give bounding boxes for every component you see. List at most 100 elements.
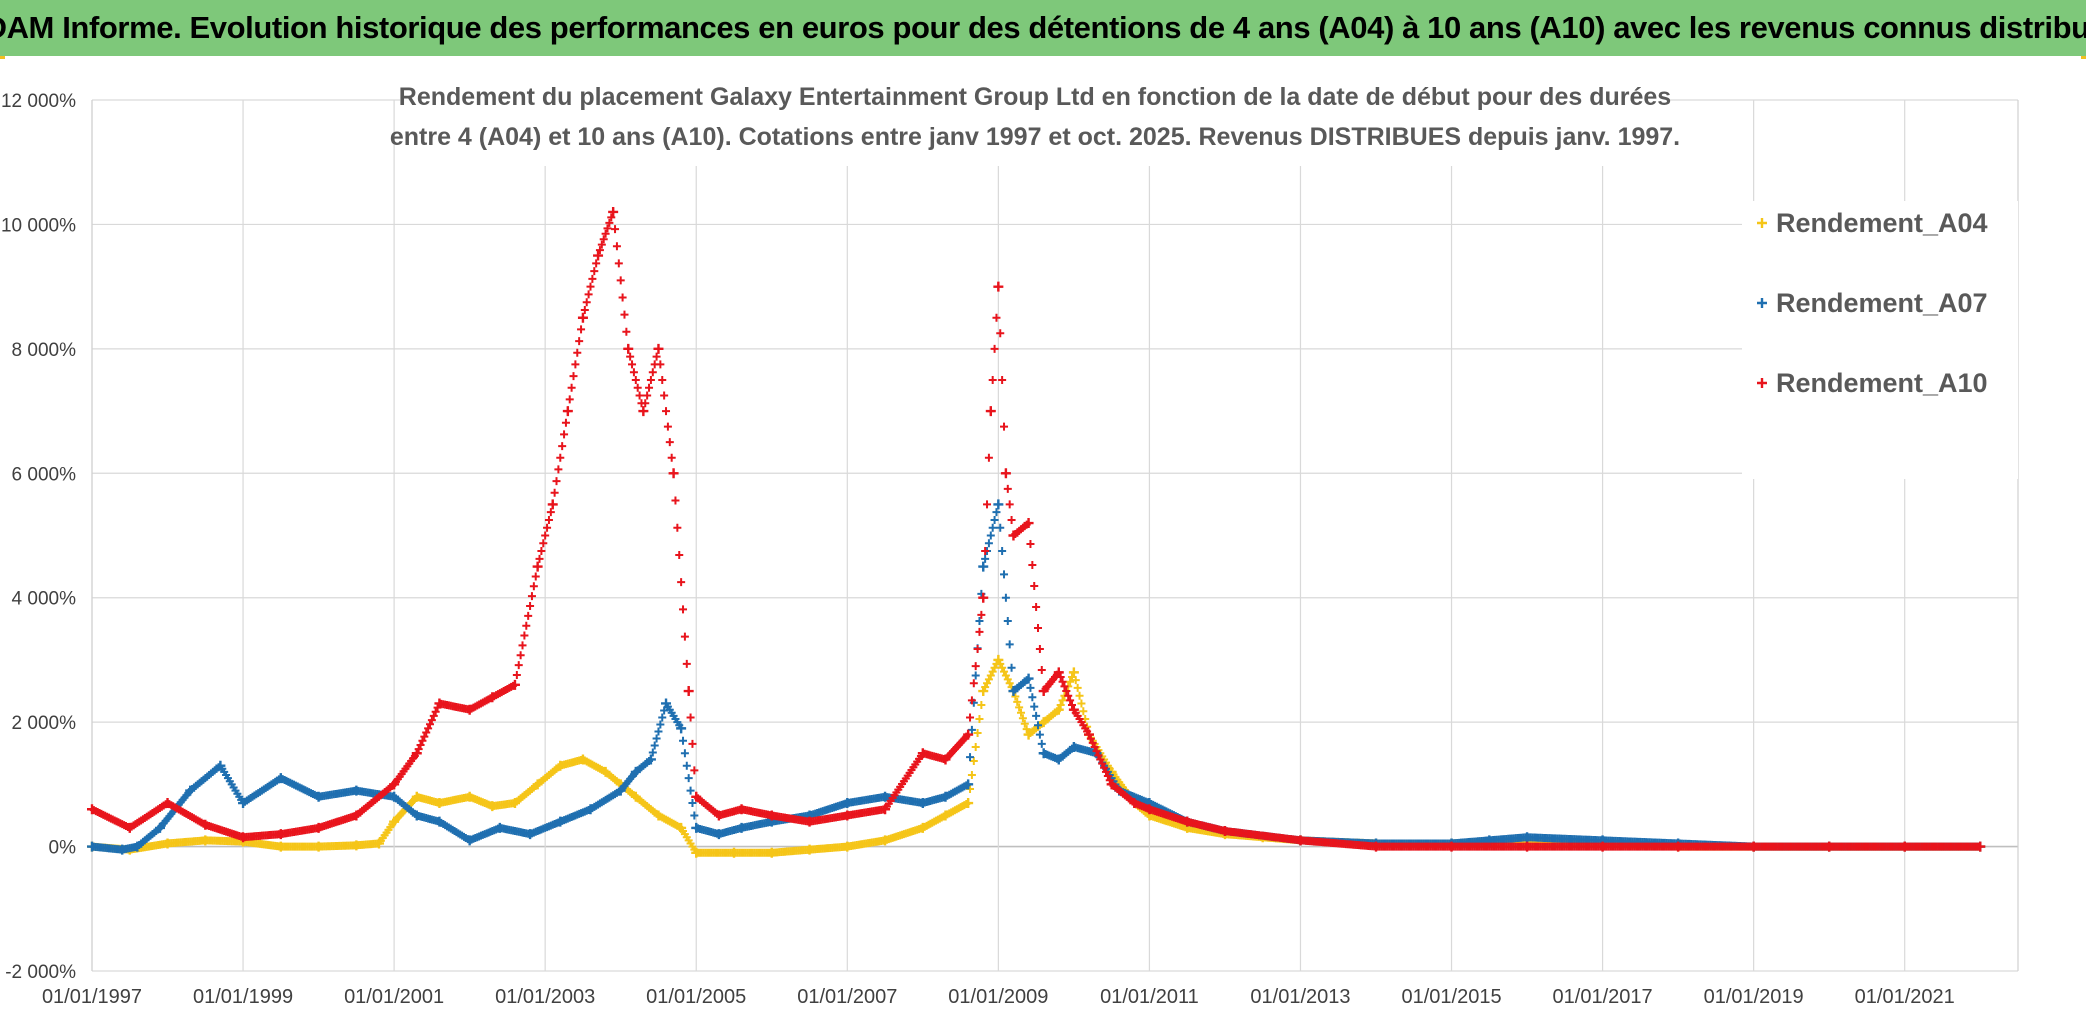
chart-title-line2: entre 4 (A04) et 10 ans (A10). Cotations… [390, 123, 1680, 151]
series-marker [688, 799, 697, 808]
series-marker [971, 671, 980, 680]
data-point [713, 810, 724, 821]
data-point [1748, 841, 1759, 852]
y-tick-label: 10 000% [1, 215, 76, 236]
series-marker [611, 225, 620, 234]
data-point [645, 754, 656, 765]
data-point [238, 798, 249, 809]
series-marker [652, 734, 661, 743]
y-tick-label: -2 000% [5, 962, 76, 983]
data-point [978, 561, 989, 572]
x-tick-label: 01/01/2021 [1855, 986, 1955, 1008]
series-marker [679, 736, 688, 745]
data-point [1371, 841, 1381, 852]
data-point [162, 838, 173, 849]
series-marker [975, 627, 984, 636]
x-tick-label: 01/01/2015 [1401, 986, 1501, 1008]
series-marker [1100, 763, 1109, 772]
data-point [963, 798, 974, 809]
series-marker [680, 749, 689, 758]
series-marker [1026, 540, 1035, 549]
series-marker [988, 375, 997, 384]
series-marker [1064, 691, 1073, 700]
data-point [1068, 742, 1079, 753]
series-marker [680, 632, 689, 641]
series-marker [679, 605, 688, 614]
data-point [1673, 841, 1684, 852]
series-marker [658, 713, 667, 722]
series-marker [971, 743, 980, 752]
series-marker [1075, 691, 1084, 700]
series-marker [992, 313, 1001, 322]
series-rendement-a10 [87, 206, 1986, 852]
series-marker [1026, 683, 1035, 692]
x-tick-label: 01/01/2011 [1100, 986, 1199, 1008]
series-marker [590, 267, 599, 276]
data-point [313, 791, 324, 802]
series-marker [1073, 683, 1082, 692]
data-point [1899, 841, 1910, 852]
series-marker [605, 218, 614, 227]
series-marker [1030, 582, 1039, 591]
data-point [1008, 686, 1019, 697]
data-point [509, 679, 520, 690]
series-marker [1003, 617, 1012, 626]
data-point [1106, 779, 1117, 790]
series-marker [1035, 730, 1044, 739]
series-marker [514, 661, 523, 670]
data-point [434, 816, 445, 827]
data-point [940, 754, 951, 765]
series-marker [631, 375, 640, 384]
data-point [215, 760, 226, 771]
legend-background [1742, 201, 2018, 479]
series-marker [539, 539, 548, 548]
series-marker [541, 531, 550, 540]
y-tick-label: 2 000% [12, 713, 77, 734]
series-marker [643, 391, 652, 400]
series-marker [614, 259, 623, 268]
series-marker [575, 337, 584, 346]
x-tick-label: 01/01/2007 [797, 986, 897, 1008]
series-marker [967, 696, 976, 705]
data-point [585, 804, 596, 815]
series-marker [977, 701, 986, 710]
data-point [87, 841, 97, 852]
data-point [736, 804, 747, 815]
data-point [1008, 530, 1019, 541]
series-marker [592, 259, 601, 268]
series-marker [620, 310, 629, 319]
series-marker [654, 727, 663, 736]
series-marker [522, 621, 531, 630]
series-marker [1018, 714, 1027, 723]
data-point [389, 779, 400, 790]
series-marker [988, 523, 997, 532]
series-marker [1077, 699, 1086, 708]
data-point [804, 816, 815, 827]
series-marker [580, 305, 589, 314]
series-marker [1000, 422, 1009, 431]
series-marker [996, 329, 1005, 338]
data-point [525, 829, 536, 840]
data-point [1068, 667, 1079, 678]
series-marker [425, 720, 434, 729]
data-point [593, 250, 604, 261]
data-point [532, 561, 543, 572]
data-point [630, 791, 641, 802]
data-point [509, 798, 520, 809]
series-marker [690, 811, 699, 820]
series-marker [1030, 702, 1039, 711]
data-point [729, 847, 739, 858]
data-point [653, 810, 664, 821]
series-marker [682, 659, 691, 668]
series-marker [966, 753, 975, 762]
data-point [766, 810, 777, 821]
series-marker [675, 550, 684, 559]
series-marker [1101, 767, 1110, 776]
data-point [1000, 468, 1011, 479]
series-marker [677, 578, 686, 587]
series-marker [573, 348, 582, 357]
data-point [676, 822, 687, 833]
data-point [577, 312, 588, 323]
series-marker [424, 724, 433, 733]
series-marker [1103, 772, 1112, 781]
